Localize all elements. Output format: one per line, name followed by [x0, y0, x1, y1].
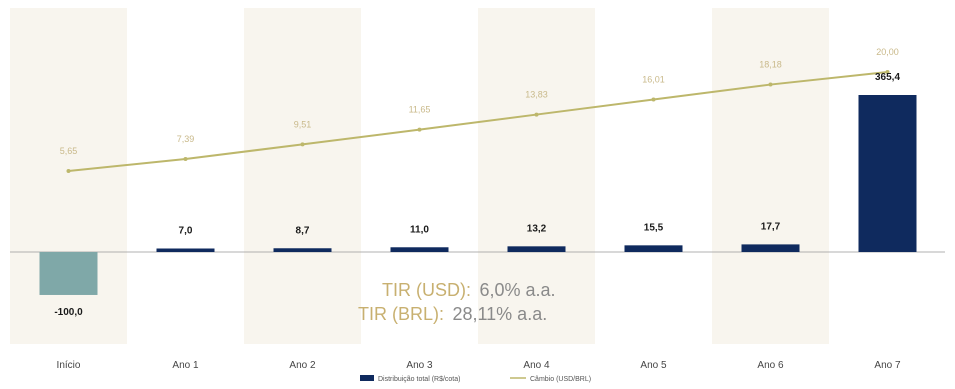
- bar-value-label: 365,4: [875, 72, 900, 83]
- x-tick-label: Ano 4: [523, 360, 550, 371]
- line-point: [651, 97, 656, 102]
- line-point: [300, 142, 305, 147]
- background-band: [712, 8, 829, 344]
- bar-labels: -100,0 7,0 8,7 11,0 13,2 15,5 17,7 365,4: [54, 72, 900, 318]
- annotation-usd-value: 6,0% a.a.: [479, 280, 555, 300]
- line-point: [885, 70, 890, 74]
- bar: [507, 246, 566, 252]
- bar: [858, 95, 917, 252]
- bar: [273, 248, 332, 252]
- bar: [156, 248, 215, 252]
- bar-value-label: 13,2: [527, 223, 547, 234]
- line-point: [417, 127, 422, 132]
- annotation-brl-value: 28,11% a.a.: [452, 304, 547, 324]
- line-value-label: 9,51: [294, 119, 312, 129]
- line-value-label: 18,18: [759, 60, 782, 70]
- background-band: [478, 8, 595, 344]
- legend: Distribuição total (R$/cota) Câmbio (USD…: [360, 375, 591, 383]
- x-tick-label: Ano 2: [289, 360, 316, 371]
- annotation-usd: TIR (USD): 6,0% a.a.: [382, 280, 556, 300]
- bar-value-label: 11,0: [410, 224, 429, 235]
- background-bands: [10, 8, 829, 344]
- line-path: [68, 71, 888, 172]
- line-value-label: 7,39: [177, 134, 195, 144]
- x-axis-ticks: Início Ano 1 Ano 2 Ano 3 Ano 4 Ano 5 Ano 6 Ano …: [57, 360, 901, 371]
- x-tick-label: Ano 5: [640, 360, 667, 371]
- line-value-label: 16,01: [642, 75, 665, 85]
- line-point: [66, 169, 71, 173]
- bar-series: [39, 95, 917, 295]
- legend-bar-swatch: [360, 375, 374, 381]
- x-tick-label: Ano 7: [874, 360, 901, 371]
- bar: [624, 245, 683, 252]
- bar-value-label: 15,5: [644, 222, 664, 233]
- line-point: [534, 112, 539, 117]
- annotation-brl: TIR (BRL): 28,11% a.a.: [358, 304, 547, 324]
- annotation-brl-key: TIR (BRL):: [358, 304, 444, 324]
- bar: [741, 244, 800, 252]
- bar: [390, 247, 449, 252]
- line-point: [183, 156, 188, 161]
- x-tick-label: Ano 1: [172, 360, 199, 371]
- line-labels: 5,65 7,39 9,51 11,65 13,83 16,01 18,18 20,00: [60, 47, 899, 156]
- bar: [39, 252, 98, 295]
- line-value-label: 5,65: [60, 146, 78, 156]
- legend-line-label: Câmbio (USD/BRL): [530, 376, 591, 383]
- line-point: [768, 82, 773, 87]
- bar-value-label: 7,0: [179, 226, 193, 237]
- x-tick-label: Ano 3: [406, 360, 433, 371]
- bar-value-label: -100,0: [54, 307, 83, 318]
- line-value-label: 11,65: [409, 105, 431, 115]
- line-value-label: 20,00: [876, 47, 899, 57]
- annotation-usd-key: TIR (USD):: [382, 280, 471, 300]
- x-tick-label: Início: [57, 360, 81, 371]
- x-tick-label: Ano 6: [757, 360, 784, 371]
- bar-value-label: 17,7: [761, 221, 781, 232]
- background-band: [244, 8, 361, 344]
- line-value-label: 13,83: [525, 90, 548, 100]
- bar-value-label: 8,7: [296, 225, 310, 236]
- legend-bar-label: Distribuição total (R$/cota): [378, 376, 460, 383]
- line-series: [66, 70, 890, 173]
